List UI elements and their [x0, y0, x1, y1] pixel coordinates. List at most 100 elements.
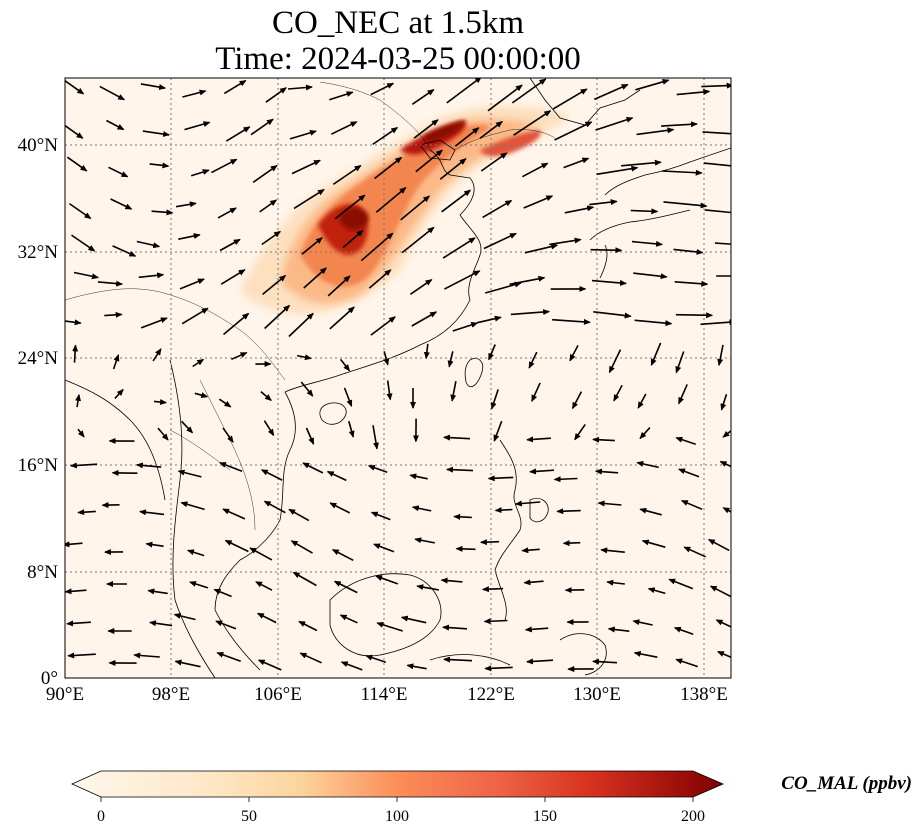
wind-arrow: [142, 130, 171, 138]
wind-arrow: [136, 240, 161, 249]
wind-arrow: [72, 344, 79, 363]
country-borders: [65, 81, 556, 531]
wind-arrow: [439, 158, 467, 180]
wind-arrow: [133, 652, 160, 659]
lon-tick-label: 98°E: [152, 684, 190, 705]
wind-arrow: [523, 579, 544, 586]
wind-arrow: [488, 344, 496, 361]
wind-arrow: [676, 89, 711, 96]
wind-arrow: [69, 462, 98, 469]
wind-arrow: [409, 279, 433, 295]
wind-arrow: [374, 156, 403, 180]
wind-arrow: [556, 508, 581, 515]
wind-arrow: [151, 209, 174, 216]
wind-arrow: [636, 460, 659, 469]
wind-arrow: [574, 423, 586, 441]
colorbar-tick-label: 150: [533, 808, 557, 825]
wind-arrow: [493, 420, 503, 442]
wind-arrow: [415, 149, 443, 173]
wind-arrow: [140, 317, 168, 329]
wind-arrow: [411, 311, 438, 327]
wind-arrow: [259, 199, 278, 213]
lat-tick-label: 40°N: [18, 135, 59, 156]
wind-arrow: [637, 393, 647, 409]
wind-arrow: [329, 306, 355, 330]
wind-arrow: [480, 152, 508, 172]
wind-arrow: [180, 501, 205, 511]
wind-arrow: [479, 120, 503, 140]
wind-arrow: [450, 381, 457, 402]
wind-arrow: [590, 247, 623, 254]
wind-arrow: [487, 84, 523, 112]
wind-arrow: [330, 121, 358, 135]
wind-arrow: [372, 425, 379, 450]
lon-tick-label: 90°E: [46, 684, 84, 705]
wind-arrow: [600, 547, 625, 554]
wind-arrow: [595, 116, 634, 131]
wind-arrow: [554, 121, 593, 141]
wind-arrow: [526, 436, 551, 443]
wind-arrow: [490, 389, 499, 410]
wind-arrow: [446, 466, 474, 473]
wind-arrow: [190, 169, 210, 177]
wind-arrow: [720, 393, 728, 411]
wind-arrow: [680, 499, 703, 511]
wind-arrow: [494, 507, 513, 514]
wind-arrow: [175, 201, 197, 208]
wind-arrow: [157, 427, 169, 441]
wind-arrow: [411, 505, 432, 512]
wind-arrow: [400, 195, 431, 221]
wind-arrow: [442, 624, 468, 631]
wind-arrow: [455, 545, 476, 552]
wind-arrow: [483, 232, 517, 250]
wind-arrow: [453, 513, 472, 520]
wind-arrow: [110, 198, 133, 210]
taiwan-outline: [464, 357, 484, 388]
wind-arrow: [529, 468, 555, 475]
wind-arrow: [264, 304, 291, 330]
colorbar-tick-label: 100: [385, 808, 409, 825]
wind-arrow: [531, 382, 541, 403]
wind-arrow: [447, 351, 454, 368]
wind-arrow: [443, 434, 471, 441]
wind-arrow: [223, 79, 247, 95]
wind-arrow: [413, 119, 439, 139]
wind-arrow: [521, 547, 540, 554]
wind-arrow: [400, 615, 427, 624]
colorbar-label: CO_MAL (ppbv): [781, 773, 912, 794]
wind-arrow: [383, 351, 390, 366]
wind-arrow: [452, 322, 479, 332]
wind-arrow: [184, 121, 211, 131]
wind-arrow: [372, 126, 399, 146]
wind-arrow: [592, 436, 615, 443]
wind-arrow: [522, 162, 549, 178]
wind-arrow: [147, 588, 168, 595]
lat-tick-label: 32°N: [18, 242, 59, 263]
wind-arrow: [215, 620, 237, 630]
wind-arrow: [722, 507, 731, 514]
wind-arrow: [707, 538, 730, 552]
wind-arrow: [678, 384, 688, 405]
map-frame: [64, 77, 732, 679]
wind-arrow: [65, 541, 83, 548]
wind-arrow: [446, 78, 483, 104]
wind-arrow: [300, 381, 314, 397]
wind-arrow: [675, 658, 699, 668]
wind-arrow: [549, 237, 582, 246]
wind-arrow: [683, 546, 707, 558]
wind-arrow: [596, 165, 639, 176]
wind-arrow: [406, 663, 427, 670]
wind-arrow: [73, 271, 99, 280]
wind-arrow: [331, 548, 354, 562]
wind-arrow: [249, 547, 273, 561]
wind-arrow: [701, 82, 731, 89]
wind-arrow: [178, 233, 201, 240]
gridlines: [65, 78, 731, 678]
wind-arrow: [292, 571, 317, 587]
wind-arrow: [260, 469, 283, 481]
wind-arrow: [219, 238, 241, 252]
wind-arrow: [67, 652, 96, 659]
wind-arrow: [650, 342, 662, 367]
wind-arrow: [342, 229, 364, 249]
